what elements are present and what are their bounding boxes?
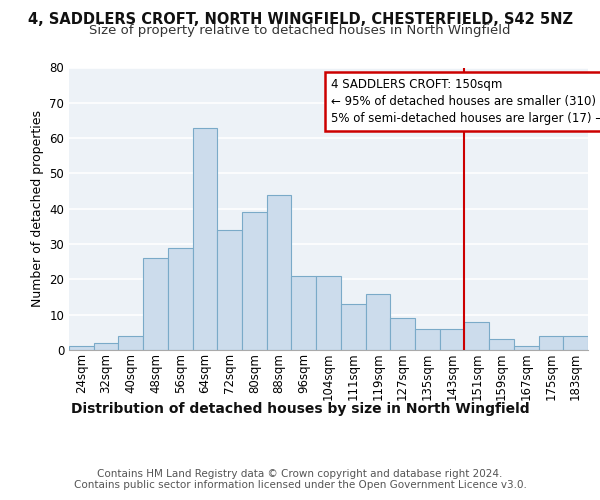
- Bar: [365, 294, 390, 350]
- Text: 4 SADDLERS CROFT: 150sqm
← 95% of detached houses are smaller (310)
5% of semi-d: 4 SADDLERS CROFT: 150sqm ← 95% of detach…: [331, 78, 600, 125]
- Text: Contains public sector information licensed under the Open Government Licence v3: Contains public sector information licen…: [74, 480, 526, 490]
- Bar: [341, 304, 365, 350]
- Text: 4, SADDLERS CROFT, NORTH WINGFIELD, CHESTERFIELD, S42 5NZ: 4, SADDLERS CROFT, NORTH WINGFIELD, CHES…: [28, 12, 572, 28]
- Bar: [563, 336, 588, 350]
- Bar: [94, 343, 118, 350]
- Bar: [390, 318, 415, 350]
- Bar: [168, 248, 193, 350]
- Bar: [489, 340, 514, 350]
- Bar: [193, 128, 217, 350]
- Text: Distribution of detached houses by size in North Wingfield: Distribution of detached houses by size …: [71, 402, 529, 416]
- Bar: [118, 336, 143, 350]
- Bar: [440, 329, 464, 350]
- Text: Contains HM Land Registry data © Crown copyright and database right 2024.: Contains HM Land Registry data © Crown c…: [97, 469, 503, 479]
- Bar: [267, 194, 292, 350]
- Bar: [415, 329, 440, 350]
- Text: Size of property relative to detached houses in North Wingfield: Size of property relative to detached ho…: [89, 24, 511, 37]
- Bar: [217, 230, 242, 350]
- Bar: [242, 212, 267, 350]
- Bar: [464, 322, 489, 350]
- Bar: [316, 276, 341, 350]
- Bar: [539, 336, 563, 350]
- Bar: [514, 346, 539, 350]
- Y-axis label: Number of detached properties: Number of detached properties: [31, 110, 44, 307]
- Bar: [292, 276, 316, 350]
- Bar: [143, 258, 168, 350]
- Bar: [69, 346, 94, 350]
